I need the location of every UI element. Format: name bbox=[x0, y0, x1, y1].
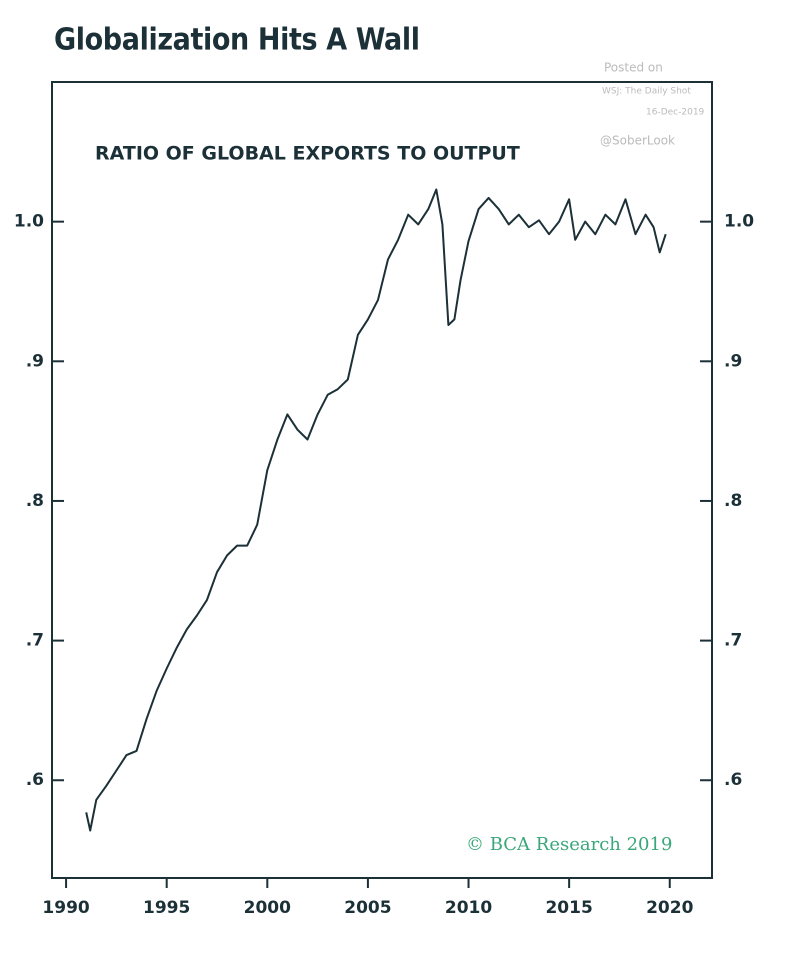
annotation: 16-Dec-2019 bbox=[646, 108, 705, 118]
x-tick-label: 2000 bbox=[244, 898, 291, 918]
x-tick-label: 1990 bbox=[42, 898, 89, 918]
y-tick-label: .7 bbox=[26, 631, 44, 651]
y-tick-label: .6 bbox=[724, 770, 742, 790]
x-tick-label: 2010 bbox=[445, 898, 492, 918]
y-tick-label: 1.0 bbox=[14, 212, 44, 232]
y-tick-label: .6 bbox=[26, 770, 44, 790]
x-tick-label: 2005 bbox=[344, 898, 391, 918]
plot-frame bbox=[51, 81, 713, 879]
x-tick-label: 1995 bbox=[143, 898, 190, 918]
chart-title: Globalization Hits A Wall bbox=[54, 23, 420, 58]
annotation: @SoberLook bbox=[600, 134, 675, 148]
x-tick-label: 2020 bbox=[646, 898, 693, 918]
y-tick-label: .8 bbox=[26, 491, 44, 511]
chart-subtitle: RATIO OF GLOBAL EXPORTS TO OUTPUT bbox=[95, 143, 520, 165]
y-tick-label: .9 bbox=[724, 351, 742, 371]
y-tick-label: .9 bbox=[26, 351, 44, 371]
annotation: WSJ: The Daily Shot bbox=[602, 87, 691, 97]
y-tick-label: 1.0 bbox=[724, 212, 754, 232]
annotation: © BCA Research 2019 bbox=[466, 834, 672, 855]
x-tick-label: 2015 bbox=[545, 898, 592, 918]
annotation: Posted on bbox=[604, 61, 663, 75]
y-tick-label: .7 bbox=[724, 631, 742, 651]
line-series bbox=[85, 188, 667, 832]
y-tick-label: .8 bbox=[724, 491, 742, 511]
